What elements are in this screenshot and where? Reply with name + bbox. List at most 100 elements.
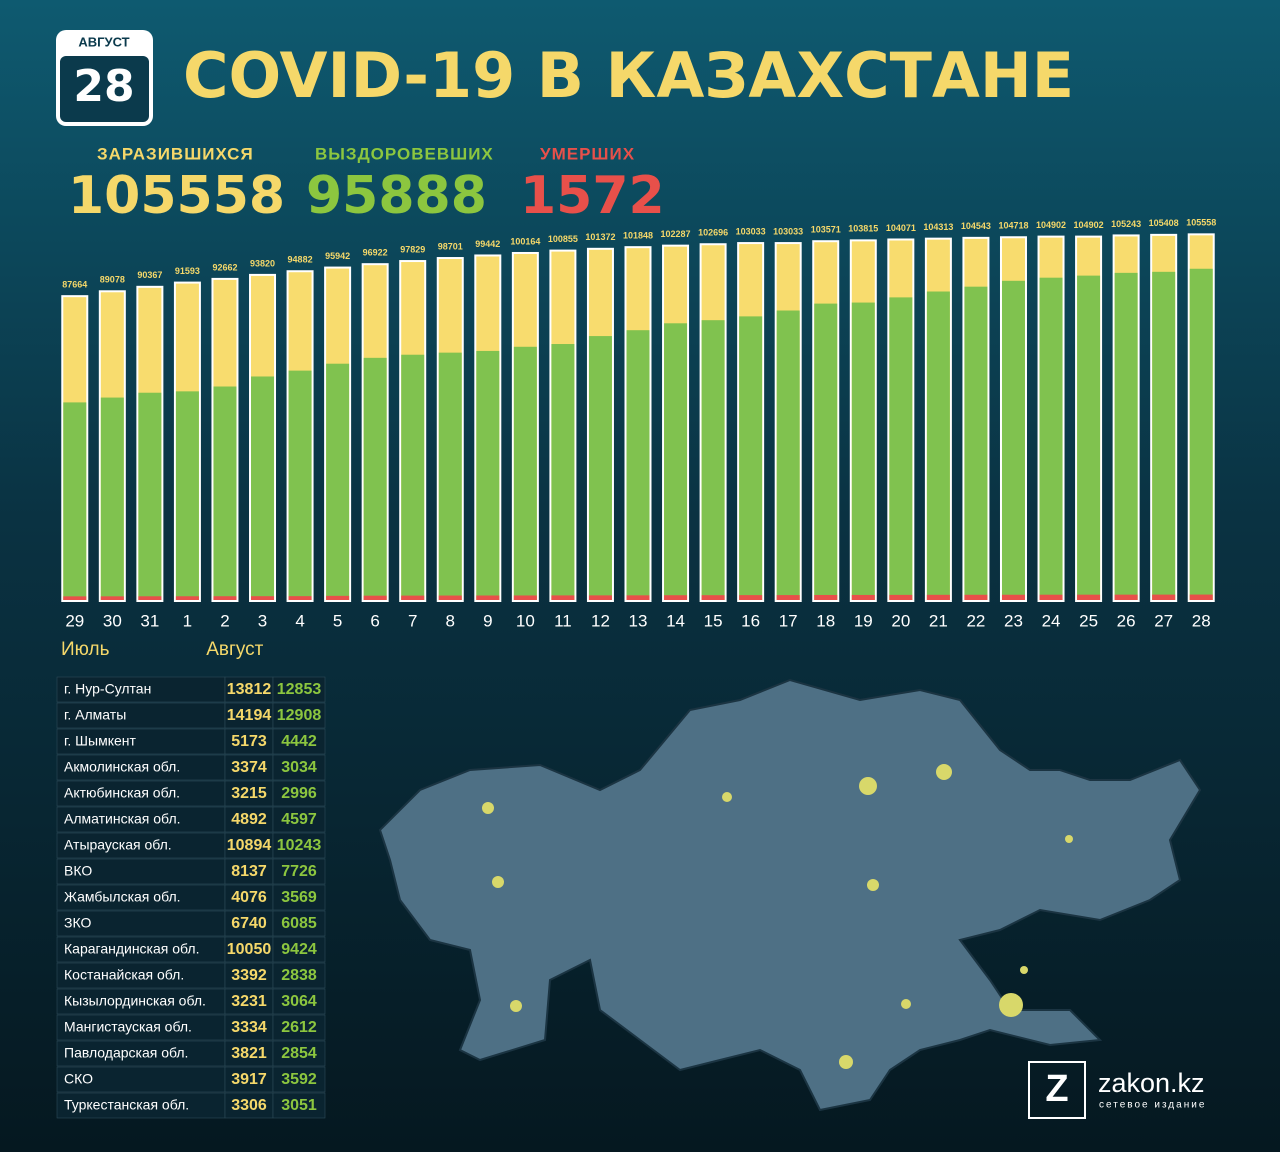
x-tick-label: 20 bbox=[891, 611, 910, 630]
cell-bg bbox=[272, 1092, 326, 1119]
recovered-cell: 2612 bbox=[281, 1019, 317, 1036]
cell-bg bbox=[272, 780, 326, 807]
bar-segment bbox=[776, 595, 800, 600]
bar-segment bbox=[251, 596, 275, 600]
logo-text: zakon.kz bbox=[1098, 1068, 1205, 1098]
value-label: 103033 bbox=[736, 226, 766, 236]
infected-cell: 3917 bbox=[231, 1071, 267, 1088]
cell-bg bbox=[224, 728, 274, 755]
bar-segment bbox=[664, 595, 688, 600]
map-dot bbox=[1020, 966, 1028, 974]
bar-segment bbox=[701, 320, 725, 600]
region-name: ВКО bbox=[64, 863, 92, 879]
value-label: 91593 bbox=[175, 266, 200, 276]
region-name: г. Нур-Султан bbox=[64, 681, 151, 697]
recovered-cell: 4442 bbox=[281, 733, 317, 750]
badge-day: 28 bbox=[73, 61, 134, 112]
infected-cell: 3306 bbox=[231, 1097, 267, 1114]
cell-bg bbox=[272, 728, 326, 755]
value-label: 104902 bbox=[1036, 220, 1066, 230]
infected-cell: 3231 bbox=[231, 993, 267, 1010]
stat-value: 95888 bbox=[306, 166, 487, 226]
value-label: 99442 bbox=[475, 239, 500, 249]
x-tick-label: 30 bbox=[103, 611, 122, 630]
country-outline bbox=[378, 678, 1202, 1112]
x-tick-label: 11 bbox=[554, 611, 572, 630]
bar-segment bbox=[701, 595, 725, 600]
cell-bg bbox=[224, 988, 274, 1015]
bar-segment bbox=[964, 286, 988, 600]
bar-segment bbox=[326, 363, 350, 600]
value-label: 100855 bbox=[548, 234, 578, 244]
infected-cell: 5173 bbox=[231, 733, 267, 750]
map-dot bbox=[859, 777, 877, 795]
x-tick-label: 8 bbox=[446, 611, 455, 630]
infected-cell: 8137 bbox=[231, 863, 267, 880]
x-tick-label: 9 bbox=[483, 611, 492, 630]
value-label: 90367 bbox=[137, 270, 162, 280]
recovered-cell: 2996 bbox=[281, 785, 317, 802]
cell-bg bbox=[272, 676, 326, 703]
recovered-cell: 3569 bbox=[281, 889, 317, 906]
recovered-cell: 3064 bbox=[281, 993, 317, 1010]
cell-bg bbox=[224, 754, 274, 781]
region-name: СКО bbox=[64, 1071, 93, 1087]
bar-segment bbox=[1077, 594, 1101, 600]
value-label: 97829 bbox=[400, 244, 425, 254]
value-label: 104543 bbox=[961, 221, 991, 231]
bar-segment bbox=[1077, 275, 1101, 600]
recovered-cell: 2838 bbox=[281, 967, 317, 984]
row-bg bbox=[56, 728, 226, 755]
bar-segment bbox=[926, 594, 950, 600]
cell-bg bbox=[272, 1066, 326, 1093]
bar-segment bbox=[814, 303, 838, 600]
bar-segment bbox=[664, 323, 688, 600]
region-name: Туркестанская обл. bbox=[64, 1097, 189, 1113]
bar-segment bbox=[476, 350, 500, 600]
bar-segment bbox=[814, 594, 838, 600]
x-tick-label: 15 bbox=[704, 611, 723, 630]
bar-segment bbox=[588, 336, 612, 600]
value-label: 94882 bbox=[288, 255, 313, 265]
cell-bg bbox=[272, 884, 326, 911]
region-name: Атырауская обл. bbox=[64, 837, 172, 853]
bar-segment bbox=[63, 402, 87, 600]
bar-segment bbox=[288, 370, 312, 600]
row-bg bbox=[56, 676, 226, 703]
bar-segment bbox=[288, 596, 312, 600]
cell-bg bbox=[224, 806, 274, 833]
cell-bg bbox=[272, 988, 326, 1015]
region-name: Мангистауская обл. bbox=[64, 1019, 192, 1035]
logo-subtext: сетевое издание bbox=[1099, 1100, 1206, 1111]
x-tick-label: 18 bbox=[816, 611, 835, 630]
x-tick-label: 28 bbox=[1192, 611, 1211, 630]
map bbox=[378, 678, 1202, 1112]
row-bg bbox=[56, 754, 226, 781]
recovered-cell: 4597 bbox=[281, 811, 317, 828]
infected-cell: 4892 bbox=[231, 811, 267, 828]
region-name: Костанайская обл. bbox=[64, 967, 184, 983]
recovered-cell: 12908 bbox=[277, 707, 322, 724]
region-name: г. Шымкент bbox=[64, 733, 136, 749]
region-name: Кызылординская обл. bbox=[64, 993, 206, 1009]
cell-bg bbox=[272, 858, 326, 885]
row-bg bbox=[56, 962, 226, 989]
value-label: 101372 bbox=[585, 232, 615, 242]
month-label: Август bbox=[206, 639, 263, 660]
x-tick-label: 31 bbox=[140, 611, 159, 630]
x-tick-label: 7 bbox=[408, 611, 417, 630]
logo-letter: Z bbox=[1045, 1068, 1068, 1110]
bar-segment bbox=[851, 302, 875, 600]
bar-segment bbox=[401, 354, 425, 600]
x-tick-label: 14 bbox=[666, 611, 685, 630]
bar-segment bbox=[964, 594, 988, 600]
value-label: 100164 bbox=[510, 236, 540, 246]
badge-month: АВГУСТ bbox=[78, 34, 129, 49]
cell-bg bbox=[224, 1040, 274, 1067]
bar-segment bbox=[1039, 594, 1063, 600]
map-dots bbox=[482, 764, 1073, 1069]
cell-bg bbox=[272, 754, 326, 781]
bar-segment bbox=[363, 595, 387, 600]
date-badge-inner bbox=[60, 56, 149, 122]
